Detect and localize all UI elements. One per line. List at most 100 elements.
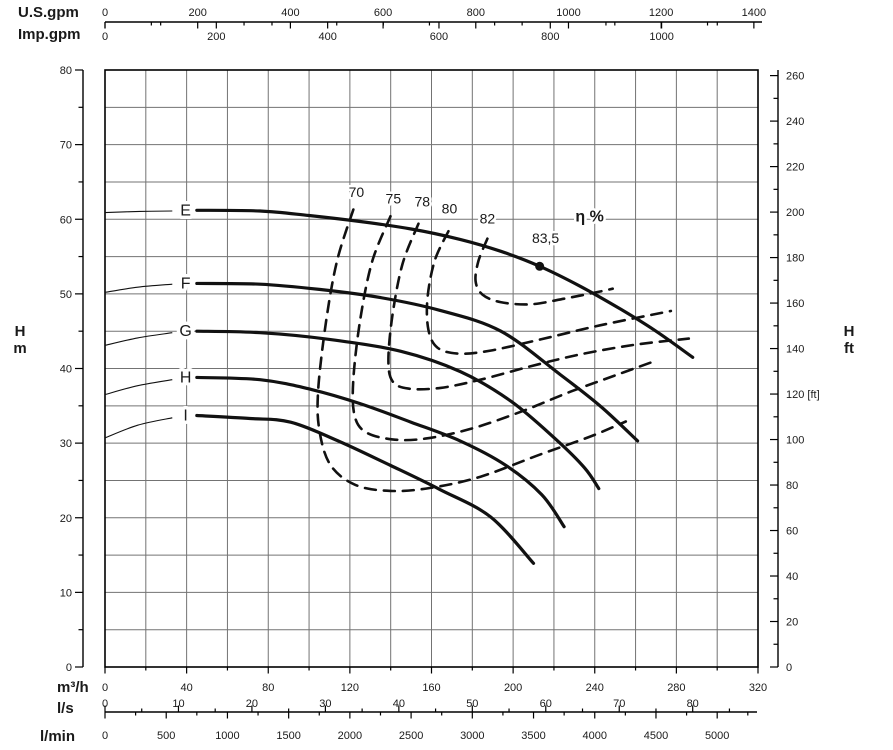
tick-ft-80: 80 (786, 480, 798, 492)
tick-m-0: 0 (66, 662, 72, 674)
tick-ft-100: 100 (786, 435, 804, 447)
tick-ls-30: 30 (319, 698, 331, 710)
tick-ft-220: 220 (786, 162, 804, 174)
pump-curves: E F G H I (104, 199, 695, 565)
tick-ls-50: 50 (466, 698, 478, 710)
axis-ls: 0 10 20 30 40 50 60 70 80 l/s (57, 698, 757, 717)
tick-impgpm-600: 600 (430, 31, 448, 43)
tick-ft-40: 40 (786, 571, 798, 583)
curve-E (195, 208, 695, 359)
tick-lmin-3000: 3000 (460, 730, 484, 742)
axis-impgpm: 0 200 400 600 800 1000 Imp.gpm (18, 22, 718, 43)
axis-head-m: 0 10 20 30 40 50 60 70 80 Hm (13, 65, 84, 674)
tick-m3h-40: 40 (181, 682, 193, 694)
tick-ft-20: 20 (786, 617, 798, 629)
tick-m-50: 50 (60, 289, 72, 301)
tick-m3h-240: 240 (586, 682, 604, 694)
efficiency-label-82: 82 (480, 211, 496, 227)
axis-title-h-right: H (844, 323, 855, 340)
curve-label-H: H (180, 369, 192, 386)
tick-ls-40: 40 (393, 698, 405, 710)
efficiency-contour-78 (387, 222, 691, 391)
tick-lmin-0: 0 (102, 730, 108, 742)
tick-lmin-500: 500 (157, 730, 175, 742)
axis-m3h: 0 40 80 120 160 200 240 280 320 m³/h (57, 667, 767, 696)
efficiency-label-75: 75 (386, 191, 402, 207)
curve-H (195, 375, 566, 529)
tick-usgpm-600: 600 (374, 7, 392, 19)
tick-lmin-2000: 2000 (338, 730, 362, 742)
tick-usgpm-1000: 1000 (556, 7, 580, 19)
tick-ft-0: 0 (786, 662, 792, 674)
tick-usgpm-1400: 1400 (742, 7, 766, 19)
tick-m-80: 80 (60, 65, 72, 77)
unit-label-m3h: m³/h (57, 679, 89, 696)
axis-title-ft: ft (844, 340, 854, 357)
tick-m3h-0: 0 (102, 682, 108, 694)
tick-impgpm-0: 0 (102, 31, 108, 43)
tick-m-70: 70 (60, 140, 72, 152)
tick-ft-120: 120 [ft] (786, 389, 820, 401)
unit-label-usgpm: U.S.gpm (18, 4, 79, 21)
tick-m3h-280: 280 (667, 682, 685, 694)
tick-ls-10: 10 (172, 698, 184, 710)
tick-ft-180: 180 (786, 253, 804, 265)
tick-lmin-3500: 3500 (521, 730, 545, 742)
curve-G-lead-in (104, 332, 173, 346)
tick-impgpm-1000: 1000 (649, 31, 673, 43)
tick-m-60: 60 (60, 214, 72, 226)
efficiency-contour-70 (316, 208, 628, 493)
efficiency-legend-label: η % (575, 208, 603, 225)
best-efficiency-point: 83,5 (529, 228, 562, 271)
tick-usgpm-0: 0 (102, 7, 108, 19)
bep-label: 83,5 (532, 230, 559, 246)
unit-label-ls: l/s (57, 700, 74, 717)
tick-lmin-5000: 5000 (705, 730, 729, 742)
tick-ft-60: 60 (786, 526, 798, 538)
tick-m3h-160: 160 (422, 682, 440, 694)
tick-m3h-200: 200 (504, 682, 522, 694)
tick-lmin-2500: 2500 (399, 730, 423, 742)
curve-H-lead-in (104, 379, 173, 396)
tick-impgpm-400: 400 (318, 31, 336, 43)
efficiency-label-80: 80 (442, 200, 458, 216)
tick-m-30: 30 (60, 438, 72, 450)
efficiency-contour-75 (351, 214, 653, 442)
tick-m3h-320: 320 (749, 682, 767, 694)
tick-ft-240: 240 (786, 116, 804, 128)
curve-label-G: G (179, 323, 191, 340)
curve-label-E: E (180, 202, 191, 219)
tick-ls-60: 60 (540, 698, 552, 710)
curve-F (195, 281, 640, 443)
axis-lmin: 0 500 1000 1500 2000 2500 3000 3500 4000 4500 5000… (40, 712, 749, 745)
efficiency-contour-80 (425, 229, 673, 356)
curve-I (195, 413, 536, 565)
efficiency-label-78: 78 (415, 194, 431, 210)
curve-G (195, 329, 601, 491)
tick-ls-0: 0 (102, 698, 108, 710)
tick-ft-260: 260 (786, 71, 804, 83)
curve-I-lead-in (104, 417, 173, 439)
efficiency-contour-82 (474, 237, 614, 306)
tick-lmin-1500: 1500 (276, 730, 300, 742)
tick-m-10: 10 (60, 587, 72, 599)
tick-ls-70: 70 (613, 698, 625, 710)
axis-title-h-left: H (15, 323, 26, 340)
curve-label-I: I (183, 408, 187, 425)
tick-lmin-4500: 4500 (644, 730, 668, 742)
tick-ls-80: 80 (687, 698, 699, 710)
tick-m-40: 40 (60, 364, 72, 376)
tick-m3h-80: 80 (262, 682, 274, 694)
unit-label-lmin: l/min (40, 728, 75, 745)
curve-F-lead-in (104, 283, 173, 293)
tick-impgpm-800: 800 (541, 31, 559, 43)
tick-m3h-120: 120 (341, 682, 359, 694)
tick-usgpm-800: 800 (467, 7, 485, 19)
tick-usgpm-1200: 1200 (649, 7, 673, 19)
tick-ft-160: 160 (786, 298, 804, 310)
efficiency-contours: 70 75 78 80 82 η % (316, 181, 691, 493)
tick-usgpm-400: 400 (281, 7, 299, 19)
tick-m-20: 20 (60, 513, 72, 525)
